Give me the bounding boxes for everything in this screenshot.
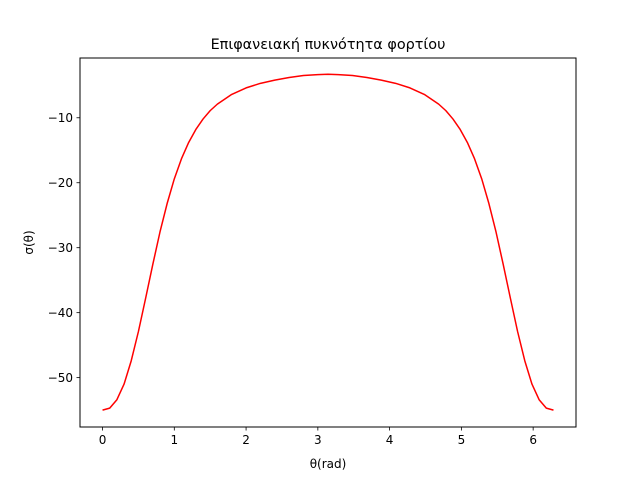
x-tick-label: 6 bbox=[529, 433, 537, 447]
y-tick-label: −10 bbox=[48, 111, 73, 125]
chart-title: Επιφανειακή πυκνότητα φορτίου bbox=[211, 37, 446, 53]
axes-frame bbox=[79, 57, 577, 428]
y-axis-label: σ(θ) bbox=[22, 230, 36, 254]
x-tick-label: 1 bbox=[170, 433, 178, 447]
y-tick-label: −30 bbox=[48, 241, 73, 255]
x-tick-label: 3 bbox=[314, 433, 322, 447]
y-axis-ticks: −10 −20 −30 −40 −50 bbox=[48, 111, 80, 385]
y-tick-label: −50 bbox=[48, 371, 73, 385]
x-tick-label: 2 bbox=[242, 433, 250, 447]
x-tick-label: 5 bbox=[458, 433, 466, 447]
series-line-0 bbox=[102, 73, 554, 411]
plot-layer bbox=[102, 73, 554, 411]
x-axis-ticks: 0 1 2 3 4 5 6 bbox=[99, 427, 537, 447]
y-tick-label: −40 bbox=[48, 306, 73, 320]
y-tick-label: −20 bbox=[48, 176, 73, 190]
x-axis-label: θ(rad) bbox=[310, 457, 347, 471]
x-tick-label: 0 bbox=[99, 433, 107, 447]
x-tick-label: 4 bbox=[386, 433, 394, 447]
